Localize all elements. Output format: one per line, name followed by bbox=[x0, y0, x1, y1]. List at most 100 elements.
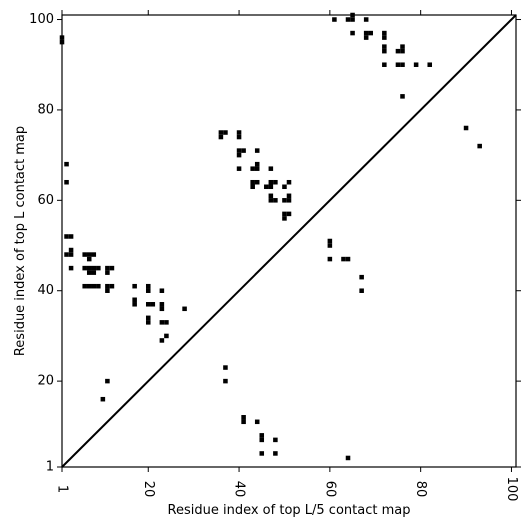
contact-cell bbox=[145, 283, 151, 289]
x-tick-label: 60 bbox=[322, 481, 337, 498]
contact-cell bbox=[363, 30, 369, 36]
x-tick-label: 100 bbox=[504, 477, 519, 502]
contact-cell bbox=[82, 252, 87, 257]
contact-cell bbox=[282, 216, 287, 221]
contact-cell bbox=[327, 243, 333, 248]
contact-cell bbox=[427, 62, 433, 67]
contact-cell bbox=[105, 378, 110, 384]
contact-cell bbox=[273, 437, 278, 443]
contact-cell bbox=[254, 161, 260, 167]
contact-cell bbox=[96, 283, 101, 289]
contact-cell bbox=[159, 302, 165, 307]
contact-cell bbox=[218, 134, 224, 140]
contact-cell bbox=[395, 62, 401, 67]
contact-cell bbox=[68, 265, 74, 271]
contact-cell bbox=[91, 265, 97, 271]
contact-cell bbox=[250, 184, 255, 190]
contact-cell bbox=[363, 17, 369, 22]
contact-cell bbox=[164, 333, 169, 339]
contact-cell bbox=[105, 270, 110, 275]
contact-cell bbox=[382, 62, 387, 67]
contact-cell bbox=[359, 274, 364, 280]
contact-cell bbox=[254, 179, 260, 185]
y-tick-label: 1 bbox=[46, 460, 54, 475]
x-tick-label: 40 bbox=[232, 481, 247, 498]
contact-cell bbox=[82, 265, 87, 271]
contact-cell bbox=[477, 143, 482, 149]
contact-cell bbox=[150, 302, 156, 307]
contact-cell bbox=[286, 211, 292, 217]
contact-cell bbox=[400, 48, 405, 54]
y-tick-label: 60 bbox=[37, 193, 54, 208]
contact-cell bbox=[68, 234, 74, 239]
contact-cell bbox=[254, 166, 260, 171]
contact-cell bbox=[254, 419, 260, 425]
contact-cell bbox=[400, 44, 405, 49]
contact-cell bbox=[341, 256, 346, 262]
contact-cell bbox=[400, 94, 405, 99]
y-tick-label: 20 bbox=[37, 374, 54, 389]
contact-cell bbox=[241, 415, 246, 420]
x-tick-label: 80 bbox=[413, 481, 428, 498]
contact-cell bbox=[86, 252, 92, 257]
contact-cell bbox=[273, 179, 278, 185]
contact-cell bbox=[91, 270, 97, 275]
contact-cell bbox=[259, 433, 265, 438]
contact-cell bbox=[109, 283, 115, 289]
contact-cell bbox=[273, 198, 278, 203]
contact-cell bbox=[145, 288, 151, 293]
contact-cell bbox=[286, 193, 292, 199]
contact-cell bbox=[382, 30, 387, 36]
contact-cell bbox=[68, 247, 74, 253]
contact-cell bbox=[132, 283, 137, 289]
contact-cell bbox=[100, 396, 106, 402]
contact-cell bbox=[268, 166, 274, 171]
contact-cell bbox=[218, 130, 224, 135]
contact-cell bbox=[264, 184, 269, 190]
contact-cell bbox=[268, 179, 274, 185]
contact-cell bbox=[282, 198, 287, 203]
contact-cell bbox=[359, 288, 364, 293]
y-tick-label: 100 bbox=[29, 12, 54, 27]
contact-cell bbox=[400, 62, 405, 67]
contact-cell bbox=[105, 283, 110, 289]
contact-cell bbox=[64, 234, 69, 239]
contact-cell bbox=[268, 198, 274, 203]
contact-cell bbox=[327, 256, 333, 262]
y-tick-label: 80 bbox=[37, 102, 54, 117]
y-tick-label: 40 bbox=[37, 283, 54, 298]
contact-cell bbox=[345, 455, 351, 461]
contact-cell bbox=[236, 166, 242, 171]
contact-cell bbox=[105, 265, 110, 271]
x-tick-label: 1 bbox=[55, 485, 70, 493]
contact-cell bbox=[268, 184, 274, 190]
contact-cell bbox=[327, 238, 333, 244]
contact-cell bbox=[109, 265, 115, 271]
contact-cell bbox=[368, 30, 373, 36]
contact-cell bbox=[82, 283, 87, 289]
contact-cell bbox=[273, 451, 278, 456]
contact-cell bbox=[382, 35, 387, 40]
contact-cell bbox=[241, 148, 246, 153]
contact-cell bbox=[363, 35, 369, 40]
contact-cell bbox=[259, 451, 265, 456]
contact-cell bbox=[254, 148, 260, 153]
contact-cell bbox=[64, 252, 69, 257]
contact-cell bbox=[132, 297, 137, 303]
contact-cell bbox=[382, 44, 387, 49]
contact-cell bbox=[463, 125, 469, 131]
contact-cell bbox=[250, 179, 255, 185]
contact-cell bbox=[96, 265, 101, 271]
contact-cell bbox=[286, 198, 292, 203]
contact-cell bbox=[159, 338, 165, 343]
contact-cell bbox=[241, 419, 246, 425]
contact-cell bbox=[223, 365, 228, 370]
contact-cell bbox=[145, 315, 151, 321]
contact-cell bbox=[250, 166, 255, 171]
contact-cell bbox=[182, 306, 187, 312]
contact-cell bbox=[86, 283, 92, 289]
contact-cell bbox=[164, 320, 169, 325]
contact-cell bbox=[268, 193, 274, 199]
